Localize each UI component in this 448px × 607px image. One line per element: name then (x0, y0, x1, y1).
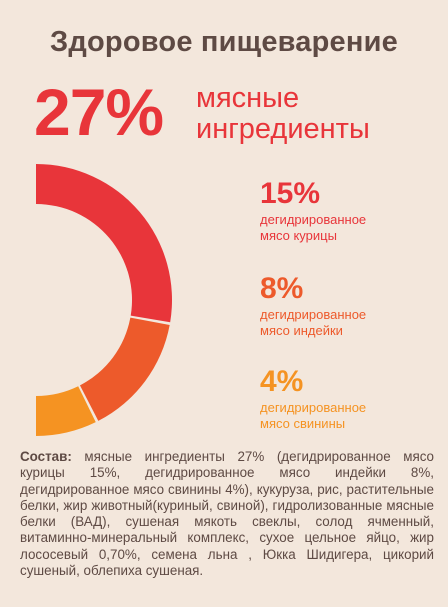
segment-label-line1: дегидрированное (260, 307, 367, 322)
donut-segment-1 (36, 164, 172, 323)
segment-label-line2: мясо индейки (260, 323, 343, 338)
meat-label: мясные ингредиенты (196, 83, 436, 145)
segment-percent-3: 4% (260, 365, 304, 398)
composition-text: Состав: мясные ингредиенты 27% (дегидрир… (20, 449, 434, 579)
donut-segment-2 (79, 317, 170, 421)
segment-label-3: дегидрированное мясо свинины (260, 400, 440, 432)
segment-percent-2: 8% (260, 272, 304, 305)
segment-label-line1: дегидрированное (260, 400, 367, 415)
segment-percent-1: 15% (260, 177, 321, 210)
segment-label-line2: мясо свинины (260, 416, 346, 431)
donut-segment-3 (36, 386, 96, 436)
segment-label-line1: дегидрированное (260, 212, 367, 227)
composition-body: мясные ингредиенты 27% (дегидрированное … (20, 449, 434, 579)
segment-label-1: дегидрированное мясо курицы (260, 212, 440, 244)
segment-label-2: дегидрированное мясо индейки (260, 307, 440, 339)
meat-label-line1: мясные (196, 82, 300, 114)
composition-label: Состав: (20, 449, 72, 464)
segment-label-line2: мясо курицы (260, 228, 337, 243)
meat-label-line2: ингредиенты (196, 113, 370, 145)
meat-percent: 27% (34, 75, 164, 149)
page-title: Здоровое пищеварение (50, 26, 398, 58)
